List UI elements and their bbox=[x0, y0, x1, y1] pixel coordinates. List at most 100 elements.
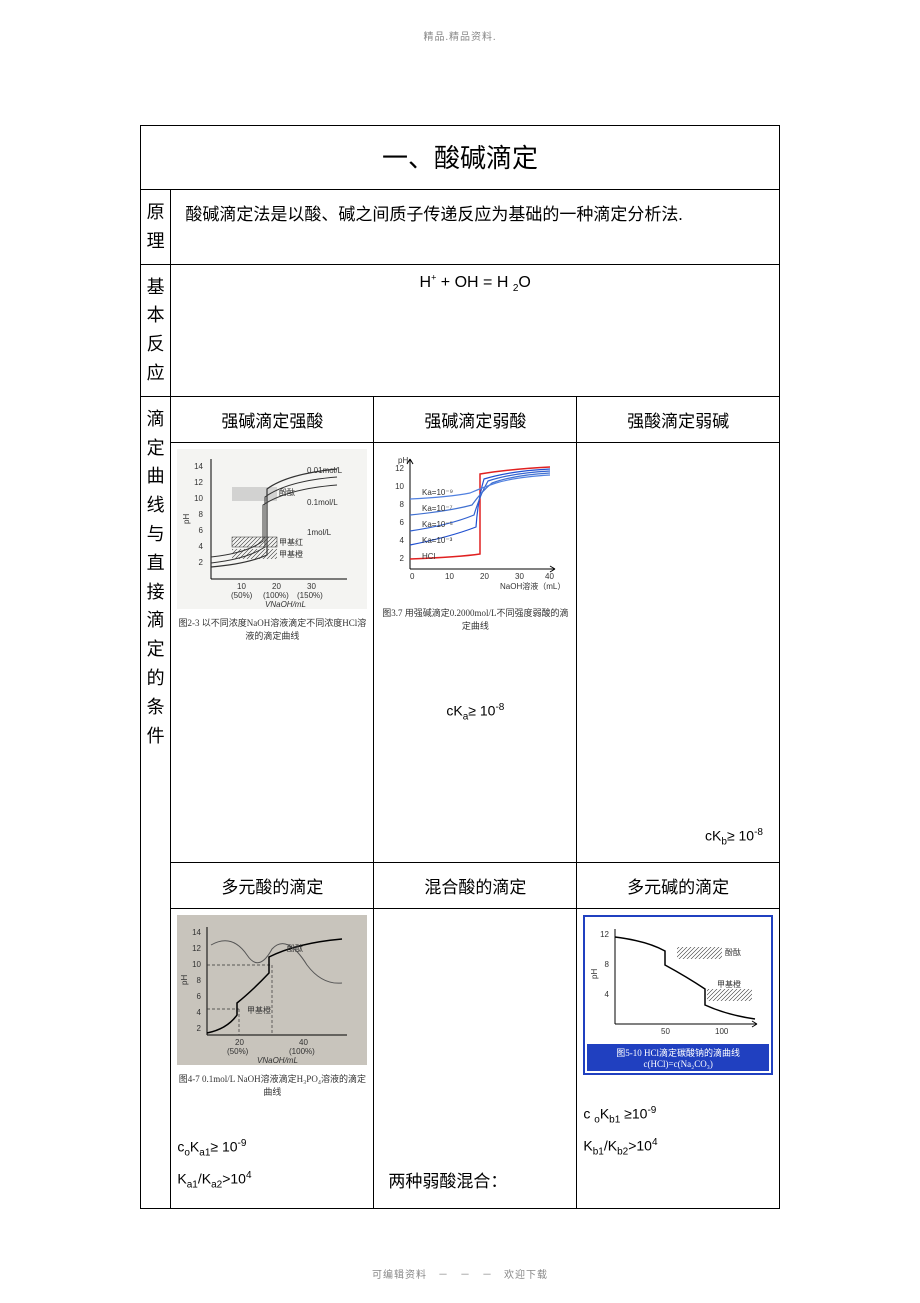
svg-text:Ka=10⁻⁹: Ka=10⁻⁹ bbox=[422, 488, 453, 497]
reaction-equation: H+ + OH = H 2O bbox=[171, 264, 780, 396]
svg-text:甲基橙: 甲基橙 bbox=[279, 549, 303, 559]
svg-text:(100%): (100%) bbox=[263, 591, 289, 600]
svg-text:2: 2 bbox=[400, 554, 405, 563]
formula-r2c1a: coKa1≥ 10-9 bbox=[177, 1136, 367, 1160]
text-r2c2: 两种弱酸混合： bbox=[380, 1157, 570, 1202]
svg-text:4: 4 bbox=[605, 990, 610, 999]
svg-text:8: 8 bbox=[197, 976, 202, 985]
svg-text:(50%): (50%) bbox=[227, 1047, 249, 1056]
chart-r1c2: 12 10 8 6 4 2 pH Ka=10⁻⁹ bbox=[380, 449, 570, 599]
svg-text:Ka=10⁻³: Ka=10⁻³ bbox=[422, 536, 453, 545]
chart-r2c1: 14 12 10 8 6 4 2 pH bbox=[177, 915, 367, 1065]
svg-text:10: 10 bbox=[192, 960, 201, 969]
svg-text:0.01mol/L: 0.01mol/L bbox=[307, 466, 343, 475]
svg-text:甲基橙: 甲基橙 bbox=[717, 979, 741, 989]
svg-text:VNaOH/mL: VNaOH/mL bbox=[257, 1056, 298, 1065]
col-head-5: 混合酸的滴定 bbox=[374, 862, 577, 908]
col-head-1: 强碱滴定强酸 bbox=[171, 396, 374, 442]
label-reaction-text: 基本反应 bbox=[147, 277, 165, 383]
svg-text:(150%): (150%) bbox=[297, 591, 323, 600]
svg-text:4: 4 bbox=[197, 1008, 202, 1017]
svg-text:甲基橙: 甲基橙 bbox=[247, 1005, 271, 1015]
svg-text:4: 4 bbox=[400, 536, 405, 545]
page-header: 精品.精品资料. bbox=[0, 28, 920, 43]
col-head-4: 多元酸的滴定 bbox=[171, 862, 374, 908]
svg-text:20: 20 bbox=[235, 1038, 244, 1047]
svg-text:10: 10 bbox=[395, 482, 404, 491]
svg-text:12: 12 bbox=[600, 930, 609, 939]
label-curves: 滴定曲线与直接滴定的条件 bbox=[141, 396, 171, 1208]
svg-text:10: 10 bbox=[445, 572, 454, 581]
svg-text:2: 2 bbox=[197, 1024, 202, 1033]
formula-r1c3: cKb≥ 10-8 bbox=[583, 825, 773, 855]
svg-text:10: 10 bbox=[237, 582, 246, 591]
svg-text:40: 40 bbox=[299, 1038, 308, 1047]
svg-text:40: 40 bbox=[545, 572, 554, 581]
svg-text:12: 12 bbox=[194, 478, 203, 487]
svg-text:6: 6 bbox=[197, 992, 202, 1001]
svg-text:8: 8 bbox=[199, 510, 204, 519]
svg-text:14: 14 bbox=[194, 462, 203, 471]
principle-text: 酸碱滴定法是以酸、碱之间质子传递反应为基础的一种滴定分析法. bbox=[171, 190, 780, 265]
svg-text:10: 10 bbox=[194, 494, 203, 503]
svg-text:8: 8 bbox=[400, 500, 405, 509]
svg-text:20: 20 bbox=[480, 572, 489, 581]
svg-text:100: 100 bbox=[715, 1027, 729, 1036]
svg-text:pH: pH bbox=[182, 513, 191, 523]
svg-text:50: 50 bbox=[661, 1027, 670, 1036]
svg-text:6: 6 bbox=[400, 518, 405, 527]
svg-text:4: 4 bbox=[199, 542, 204, 551]
label-curves-text: 滴定曲线与直接滴定的条件 bbox=[147, 409, 165, 746]
svg-text:0: 0 bbox=[410, 572, 415, 581]
svg-text:Ka=10⁻⁵: Ka=10⁻⁵ bbox=[422, 520, 453, 529]
svg-text:12: 12 bbox=[192, 944, 201, 953]
svg-text:酚酞: 酚酞 bbox=[725, 947, 741, 957]
caption-r2c3: 图5-10 HCl滴定碳酸钠的滴曲线 c(HCl)=c(Na₂CO₃) bbox=[587, 1044, 769, 1071]
formula-r1c2: cKa≥ 10-8 bbox=[380, 700, 570, 724]
col-head-2: 强碱滴定弱酸 bbox=[374, 396, 577, 442]
svg-text:30: 30 bbox=[307, 582, 316, 591]
svg-text:NaOH溶液（mL）: NaOH溶液（mL） bbox=[500, 581, 565, 591]
svg-text:14: 14 bbox=[192, 928, 201, 937]
eq-mid: + OH = H bbox=[436, 274, 512, 291]
chart-cell-r2c1: 14 12 10 8 6 4 2 pH bbox=[171, 908, 374, 1208]
eq-h: H bbox=[420, 274, 432, 291]
svg-text:12: 12 bbox=[395, 464, 404, 473]
svg-text:6: 6 bbox=[199, 526, 204, 535]
svg-text:pH: pH bbox=[180, 974, 189, 984]
label-principle: 原理 bbox=[141, 190, 171, 265]
svg-text:30: 30 bbox=[515, 572, 524, 581]
svg-text:0.1mol/L: 0.1mol/L bbox=[307, 498, 338, 507]
chart-cell-r1c1: 14 12 10 8 6 4 2 pH bbox=[171, 442, 374, 862]
chart-cell-r2c3: 12 8 4 pH 酚酞 甲基橙 50 100 图5-10 bbox=[577, 908, 780, 1208]
chart-r1c1: 14 12 10 8 6 4 2 pH bbox=[177, 449, 367, 609]
svg-text:pH: pH bbox=[398, 456, 408, 465]
svg-text:(100%): (100%) bbox=[289, 1047, 315, 1056]
chart-cell-r1c2: 12 10 8 6 4 2 pH Ka=10⁻⁹ bbox=[374, 442, 577, 862]
doc-title: 一、酸碱滴定 bbox=[141, 126, 780, 190]
page-footer: 可编辑资料 － － － 欢迎下载 bbox=[0, 1266, 920, 1281]
caption-r1c1: 图2-3 以不同浓度NaOH溶液滴定不同浓度HCl溶液的滴定曲线 bbox=[177, 616, 367, 642]
col-head-3: 强酸滴定弱碱 bbox=[577, 396, 780, 442]
formula-r2c3a: c oKb1 ≥10-9 bbox=[583, 1103, 773, 1127]
chart-r2c3: 12 8 4 pH 酚酞 甲基橙 50 100 bbox=[587, 919, 767, 1039]
main-table: 一、酸碱滴定 原理 酸碱滴定法是以酸、碱之间质子传递反应为基础的一种滴定分析法.… bbox=[140, 125, 780, 1209]
svg-text:HCl: HCl bbox=[422, 552, 436, 561]
chart-cell-r1c3: cKb≥ 10-8 bbox=[577, 442, 780, 862]
label-reaction: 基本反应 bbox=[141, 264, 171, 396]
svg-text:2: 2 bbox=[199, 558, 204, 567]
chart-cell-r2c2: 两种弱酸混合： bbox=[374, 908, 577, 1208]
col-head-6: 多元碱的滴定 bbox=[577, 862, 780, 908]
svg-text:20: 20 bbox=[272, 582, 281, 591]
svg-text:pH: pH bbox=[590, 968, 599, 978]
formula-r2c1b: Ka1/Ka2>104 bbox=[177, 1168, 367, 1192]
svg-text:Ka=10⁻⁷: Ka=10⁻⁷ bbox=[422, 504, 453, 513]
formula-r2c3b: Kb1/Kb2>104 bbox=[583, 1135, 773, 1159]
label-principle-text: 原理 bbox=[147, 202, 165, 251]
svg-text:1mol/L: 1mol/L bbox=[307, 528, 332, 537]
caption-r1c2: 图3.7 用强碱滴定0.2000mol/L不同强度弱酸的滴定曲线 bbox=[380, 606, 570, 632]
svg-text:酚酞: 酚酞 bbox=[287, 943, 303, 953]
svg-text:VNaOH/mL: VNaOH/mL bbox=[265, 600, 306, 609]
svg-text:酚酞: 酚酞 bbox=[279, 487, 295, 497]
svg-text:甲基红: 甲基红 bbox=[279, 537, 303, 547]
